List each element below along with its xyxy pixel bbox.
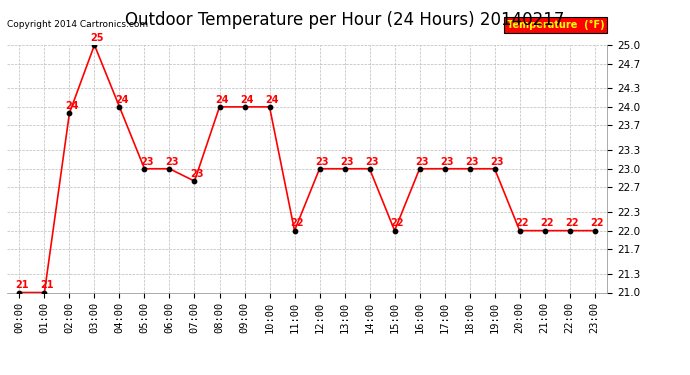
Text: Temperature  (°F): Temperature (°F)	[506, 20, 604, 30]
Text: 23: 23	[190, 169, 204, 179]
Text: 24: 24	[266, 95, 279, 105]
Text: 23: 23	[491, 157, 504, 166]
Text: 22: 22	[290, 219, 304, 228]
Point	[239, 104, 250, 110]
Text: 22: 22	[591, 219, 604, 228]
Text: Outdoor Temperature per Hour (24 Hours) 20140217: Outdoor Temperature per Hour (24 Hours) …	[126, 11, 564, 29]
Text: 24: 24	[215, 95, 229, 105]
Point	[389, 228, 400, 234]
Point	[289, 228, 300, 234]
Point	[139, 166, 150, 172]
Text: 23: 23	[366, 157, 379, 166]
Point	[64, 110, 75, 116]
Point	[339, 166, 350, 172]
Text: 21: 21	[15, 280, 29, 290]
Point	[514, 228, 525, 234]
Text: 23: 23	[466, 157, 479, 166]
Text: 23: 23	[440, 157, 454, 166]
Text: 21: 21	[40, 280, 54, 290]
Point	[489, 166, 500, 172]
Point	[314, 166, 325, 172]
Text: 22: 22	[566, 219, 579, 228]
Point	[439, 166, 450, 172]
Text: 22: 22	[515, 219, 529, 228]
Text: 23: 23	[415, 157, 429, 166]
Point	[164, 166, 175, 172]
Text: 22: 22	[540, 219, 554, 228]
Point	[214, 104, 225, 110]
Point	[564, 228, 575, 234]
Point	[414, 166, 425, 172]
Text: 24: 24	[66, 101, 79, 111]
Point	[189, 178, 200, 184]
Point	[589, 228, 600, 234]
Text: 22: 22	[391, 219, 404, 228]
Text: 24: 24	[115, 95, 129, 105]
Text: 24: 24	[240, 95, 254, 105]
Text: 25: 25	[90, 33, 104, 43]
Text: 23: 23	[166, 157, 179, 166]
Text: 23: 23	[315, 157, 329, 166]
Point	[364, 166, 375, 172]
Text: 23: 23	[340, 157, 354, 166]
Point	[464, 166, 475, 172]
Point	[539, 228, 550, 234]
Point	[14, 290, 25, 296]
Point	[114, 104, 125, 110]
Point	[264, 104, 275, 110]
Point	[39, 290, 50, 296]
Text: Copyright 2014 Cartronics.com: Copyright 2014 Cartronics.com	[7, 20, 148, 29]
Text: 23: 23	[140, 157, 154, 166]
Point	[89, 42, 100, 48]
